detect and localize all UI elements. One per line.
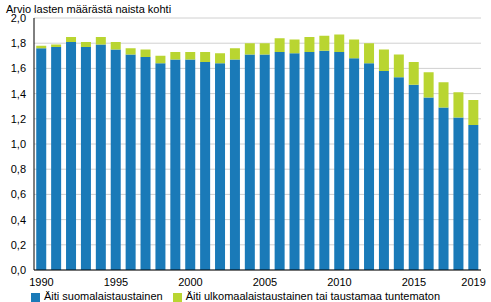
svg-text:0,6: 0,6 (11, 188, 26, 200)
svg-text:1,4: 1,4 (11, 88, 26, 100)
svg-text:1990: 1990 (29, 276, 53, 288)
svg-text:0,2: 0,2 (11, 239, 26, 251)
svg-text:0,4: 0,4 (11, 214, 26, 226)
svg-text:1,6: 1,6 (11, 62, 26, 74)
svg-text:1,0: 1,0 (11, 138, 26, 150)
svg-text:1,2: 1,2 (11, 113, 26, 125)
svg-text:2000: 2000 (178, 276, 202, 288)
svg-text:2005: 2005 (253, 276, 277, 288)
svg-text:2010: 2010 (327, 276, 351, 288)
svg-text:0,0: 0,0 (11, 264, 26, 276)
html-text:Arvio lasten määrästä naista k: Arvio lasten määrästä naista kohti (6, 3, 172, 15)
svg-text:0,8: 0,8 (11, 163, 26, 175)
html-text:Äiti suomalaistaustainen: Äiti suomalaistaustainen (44, 290, 163, 302)
svg-text:1995: 1995 (104, 276, 128, 288)
svg-text:2019: 2019 (461, 276, 483, 288)
svg-text:2015: 2015 (402, 276, 426, 288)
html-text:Äiti ulkomaalaistaustainen tai: Äiti ulkomaalaistaustainen tai taustamaa… (185, 290, 440, 302)
svg-text:1,8: 1,8 (11, 37, 26, 49)
svg-text:2,0: 2,0 (11, 12, 26, 24)
